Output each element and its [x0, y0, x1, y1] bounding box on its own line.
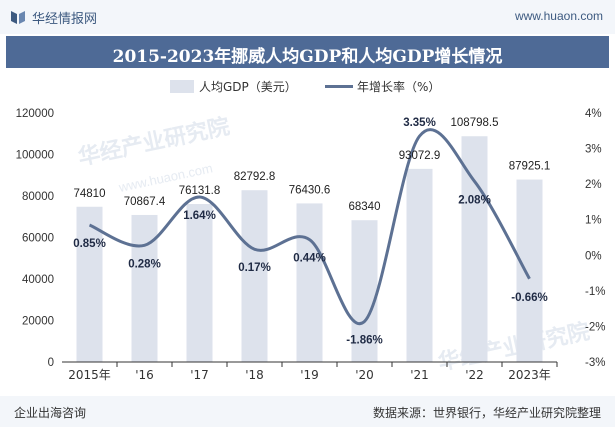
y-right-tick-label: -2% — [585, 321, 605, 333]
footer-bar: 企业出海咨询 数据来源：世界银行，华经产业研究院整理 — [0, 396, 615, 427]
bar — [461, 136, 488, 362]
brand-name: 华经情报网 — [32, 11, 98, 27]
y-right-tick-label: 1% — [585, 215, 602, 227]
bar — [351, 220, 378, 362]
bar — [296, 203, 323, 362]
x-tick-label: '19 — [300, 368, 319, 382]
x-tick-label: '21 — [410, 368, 429, 382]
bar-value-label: 76430.6 — [289, 184, 331, 196]
bar — [241, 190, 268, 362]
y-left-tick-label: 80000 — [22, 191, 54, 203]
chart-title: 2015-2023年挪威人均GDP和人均GDP增长情况 — [112, 47, 503, 67]
y-left-tick-label: 100000 — [16, 150, 54, 162]
y-right-tick-label: 2% — [585, 179, 602, 191]
x-tick-label: '18 — [245, 368, 264, 382]
bar — [131, 214, 158, 362]
x-tick-label: '20 — [355, 368, 374, 382]
y-left-tick-label: 120000 — [16, 108, 54, 120]
y-left-tick-label: 60000 — [22, 233, 54, 245]
y-left-tick-label: 40000 — [22, 274, 54, 286]
brand[interactable]: 华经情报网 — [10, 9, 98, 27]
bar-value-label: 82792.8 — [234, 171, 276, 183]
x-tick-label: '16 — [135, 368, 154, 382]
y-right-tick-label: -3% — [585, 357, 605, 369]
bar — [406, 168, 433, 362]
growth-line — [88, 128, 531, 326]
footer-note: 企业出海咨询 — [14, 406, 87, 420]
bar-value-label: 108798.5 — [451, 117, 499, 129]
x-tick-label: '17 — [190, 368, 209, 382]
line-value-label: 0.85% — [73, 238, 106, 250]
y-left-tick-label: 20000 — [22, 316, 54, 328]
bar-value-label: 70867.4 — [124, 196, 166, 208]
header-bar: 华经情报网 www.huaon.com — [0, 0, 615, 34]
x-tick-label: 2023年 — [508, 368, 551, 382]
site-url[interactable]: www.huaon.com — [514, 9, 603, 23]
line-value-label: 2.08% — [458, 194, 491, 206]
line-value-label: 0.44% — [293, 253, 326, 265]
y-right-tick-label: 0% — [585, 250, 602, 262]
y-right-tick-label: 4% — [585, 108, 602, 120]
line-value-label: 1.64% — [183, 210, 216, 222]
line-value-label: -1.86% — [346, 334, 382, 346]
y-right-tick-label: 3% — [585, 144, 602, 156]
bar — [186, 204, 213, 362]
legend-label-bar: 人均GDP（美元） — [199, 80, 297, 94]
bar — [76, 206, 103, 362]
bar-value-label: 68340 — [349, 201, 381, 213]
y-left-tick-label: 0 — [48, 357, 54, 369]
line-value-label: 0.17% — [238, 262, 271, 274]
bar — [516, 179, 543, 362]
huaon-logo-icon — [11, 11, 25, 24]
bar-value-label: 76131.8 — [179, 185, 221, 197]
legend-label-line: 年增长率（%） — [357, 79, 440, 94]
y-right-tick-label: -1% — [585, 286, 605, 298]
x-tick-label: '22 — [465, 368, 484, 382]
line-value-label: 3.35% — [403, 117, 436, 129]
legend-swatch-bar — [170, 80, 194, 93]
title-bar: 2015-2023年挪威人均GDP和人均GDP增长情况 — [6, 36, 609, 68]
x-tick-label: 2015年 — [68, 368, 111, 382]
data-source: 数据来源：世界银行，华经产业研究院整理 — [372, 406, 601, 420]
line-value-label: 0.28% — [128, 258, 161, 270]
bar-value-label: 74810 — [74, 188, 106, 200]
bar-value-label: 93072.9 — [399, 150, 441, 162]
bar-value-label: 87925.1 — [509, 161, 551, 173]
line-value-label: -0.66% — [511, 292, 547, 304]
